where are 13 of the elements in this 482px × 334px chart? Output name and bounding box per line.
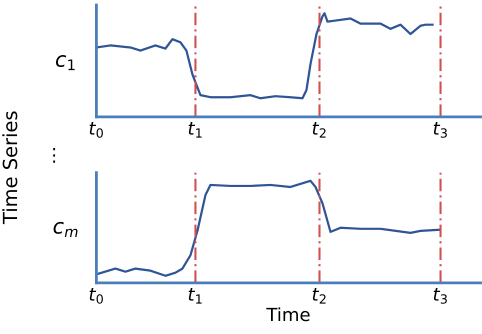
- x-tick-label: t$_{3}$: [434, 122, 447, 138]
- y-axis-title: c$_{1}$: [56, 55, 75, 70]
- text: Time Series: [2, 111, 18, 224]
- x-tick-label: t$_{3}$: [434, 288, 447, 304]
- text: ⋮: [53, 148, 56, 163]
- x-axis-title: Time: [266, 307, 310, 322]
- x-tick-label: t$_{1}$: [188, 288, 202, 304]
- x-tick-label: t$_{2}$: [312, 122, 326, 138]
- x-tick-label: t$_{0}$: [90, 122, 103, 138]
- y-axis-title: c$_{m}$: [54, 222, 78, 237]
- x-tick-label: t$_{0}$: [90, 288, 103, 304]
- x-tick-label: t$_{1}$: [188, 122, 202, 138]
- x-tick-label: t$_{2}$: [312, 288, 326, 304]
